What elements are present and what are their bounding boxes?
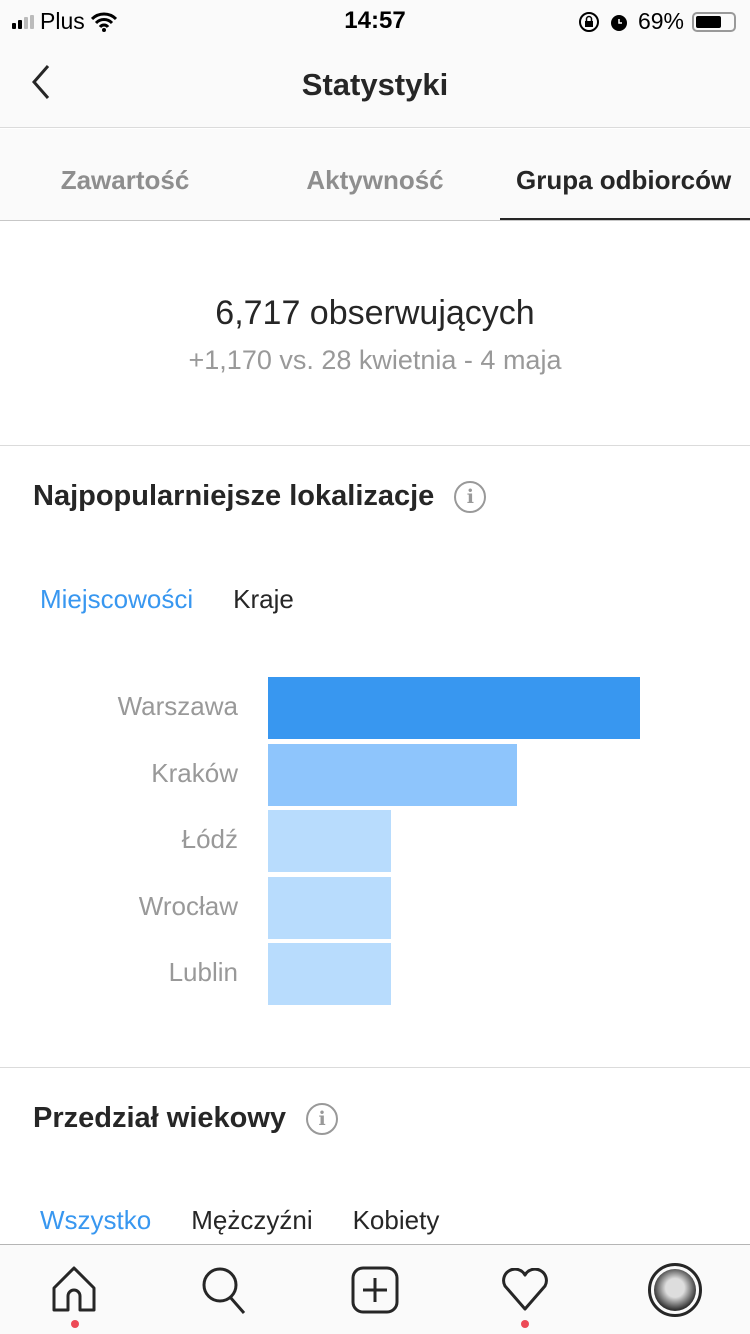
bar-label: Warszawa (117, 691, 238, 721)
home-icon (52, 1266, 96, 1311)
locations-section-title: Najpopularniejsze lokalizacje i (33, 480, 487, 513)
locations-subtabs: Miejscowości Kraje (40, 584, 294, 615)
chart-row: Kraków (0, 743, 750, 811)
carrier: Plus (40, 8, 85, 34)
clock: 14:57 (344, 7, 406, 34)
subtab-all[interactable]: Wszystko (40, 1205, 152, 1235)
avatar (648, 1262, 702, 1317)
tab-bar: Zawartość Aktywność Grupa odbiorców (0, 129, 750, 221)
status-bar: Plus 14:57 69% (0, 0, 750, 40)
nav-search[interactable] (195, 1260, 255, 1320)
bar (268, 810, 391, 872)
battery-icon (692, 11, 736, 32)
followers-change: +1,170 vs. 28 kwietnia - 4 maja (188, 345, 562, 375)
bar-label: Lublin (168, 957, 238, 987)
bar (268, 876, 391, 939)
locations-bar-chart: Warszawa Kraków Łódź Wrocław Lublin (0, 677, 750, 1010)
nav-activity[interactable] (495, 1260, 555, 1328)
locations-title: Najpopularniejsze lokalizacje (33, 480, 435, 512)
bar (268, 677, 640, 739)
info-icon[interactable]: i (454, 480, 487, 513)
alarm-icon (610, 14, 627, 31)
followers-count: 6,717 obserwujących (215, 294, 535, 332)
nav-profile[interactable] (645, 1260, 705, 1320)
age-title: Przedział wiekowy (33, 1102, 287, 1134)
followers-summary: 6,717 obserwujących +1,170 vs. 28 kwietn… (0, 222, 750, 446)
chart-row: Lublin (0, 943, 750, 1010)
tab-audience[interactable]: Grupa odbiorców (500, 129, 750, 220)
info-icon[interactable]: i (306, 1102, 339, 1135)
wifi-icon (90, 12, 117, 32)
subtab-countries[interactable]: Kraje (233, 584, 294, 614)
bar-label: Wrocław (138, 890, 238, 921)
back-icon[interactable] (28, 62, 58, 102)
chart-row: Warszawa (0, 677, 750, 744)
page-title: Statystyki (301, 67, 449, 102)
subtab-cities[interactable]: Miejscowości (40, 584, 194, 614)
chart-row: Wrocław (0, 876, 750, 944)
signal-icon (12, 14, 34, 29)
bottom-nav (0, 1244, 750, 1334)
bar-label: Kraków (151, 757, 238, 788)
header: Statystyki (0, 40, 750, 128)
bar-label: Łódź (181, 824, 238, 854)
subtab-men[interactable]: Mężczyźni (191, 1205, 313, 1235)
nav-new-post[interactable] (345, 1260, 405, 1320)
tab-activity[interactable]: Aktywność (306, 165, 444, 195)
tab-content[interactable]: Zawartość (60, 165, 190, 195)
divider (0, 1067, 750, 1068)
notification-dot (71, 1319, 79, 1328)
bar (268, 943, 391, 1005)
heart-icon (502, 1267, 548, 1310)
bar (268, 743, 518, 806)
age-subtabs: Wszystko Mężczyźni Kobiety (40, 1205, 439, 1236)
nav-home[interactable] (45, 1260, 105, 1328)
search-icon (202, 1267, 246, 1314)
subtab-women[interactable]: Kobiety (352, 1205, 440, 1235)
battery-percent: 69% (637, 8, 684, 34)
plus-square-icon (351, 1266, 399, 1313)
chart-row: Łódź (0, 810, 750, 877)
notification-dot (521, 1319, 529, 1328)
age-section-title: Przedział wiekowy i (33, 1102, 339, 1135)
rotation-lock-icon (578, 11, 599, 32)
